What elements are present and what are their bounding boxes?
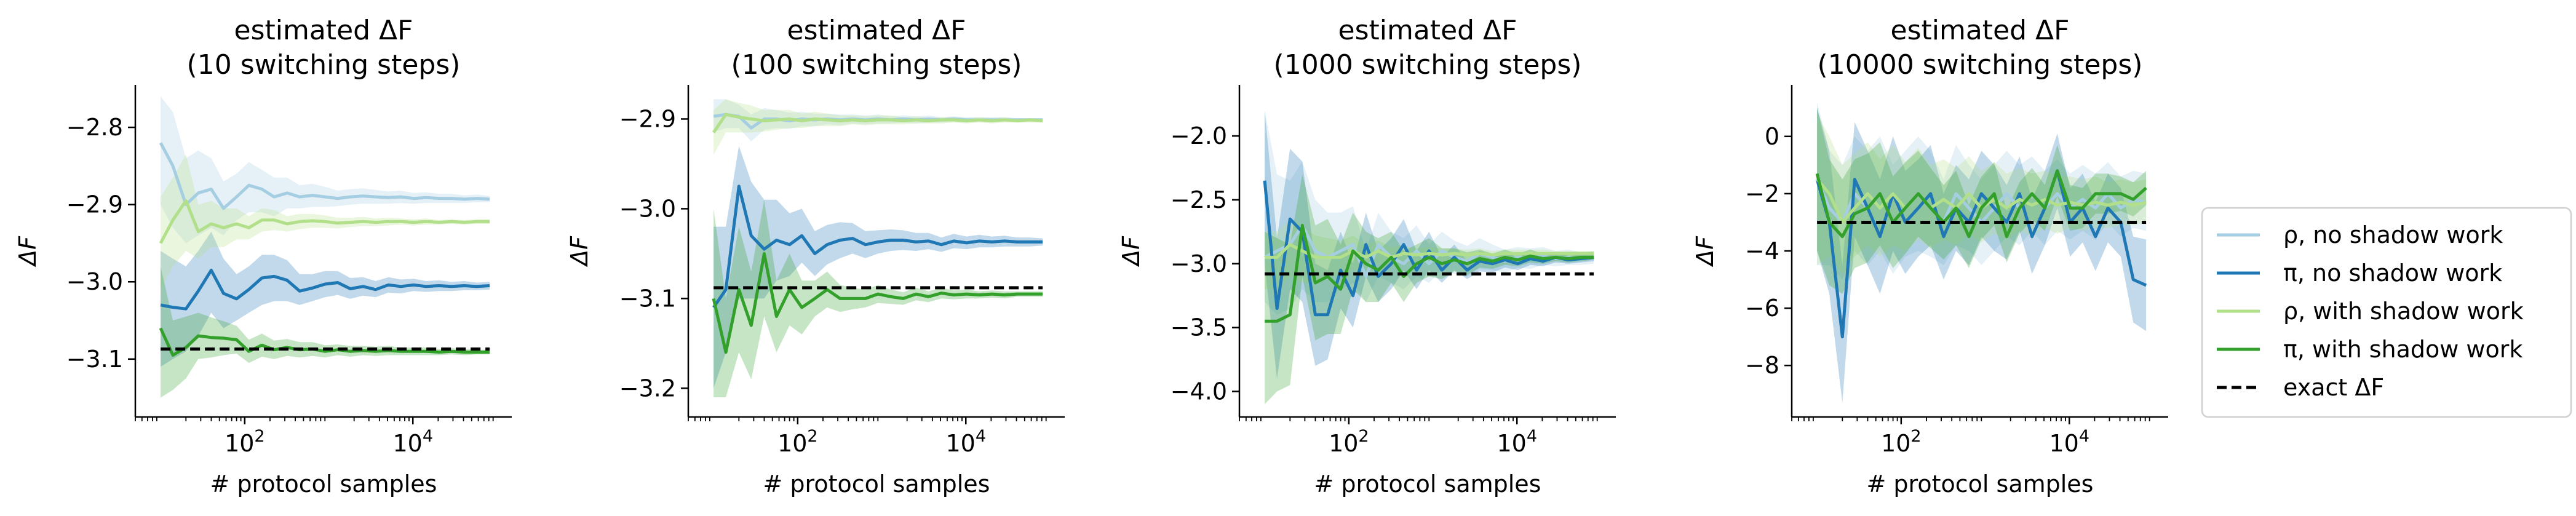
x-tick-label: 104 [945, 427, 986, 457]
legend-label: ρ, no shadow work [2283, 221, 2503, 248]
x-tick-label: 104 [2049, 427, 2089, 457]
y-tick-label: 0 [1765, 123, 1779, 150]
subplot-subtitle: (1000 switching steps) [1274, 49, 1582, 81]
x-axis: 102 104 [1791, 416, 2168, 457]
y-axis-label: ΔF [566, 236, 593, 268]
x-tick-label: 104 [1497, 427, 1537, 457]
confidence-band [1265, 110, 1594, 315]
subplot-1: estimated ΔF (10 switching steps) −3.1−3… [14, 15, 512, 498]
x-axis: 102 104 [688, 416, 1065, 457]
x-tick-label: 102 [777, 427, 818, 457]
y-tick-label: −4.0 [1171, 378, 1227, 405]
confidence-band [714, 199, 1043, 397]
y-axis-label: ΔF [1691, 236, 1719, 268]
subplot-2: estimated ΔF (100 switching steps) −3.2−… [566, 15, 1065, 498]
series-line [159, 327, 490, 357]
plot-area [159, 96, 490, 398]
confidence-band [714, 99, 1043, 155]
series-line [160, 268, 490, 311]
legend: ρ, no shadow work π, no shadow work ρ, w… [2201, 207, 2572, 418]
y-axis: −3.1 −3.0 −2.9 −2.8 [66, 85, 137, 417]
legend-item: π, no shadow work [2217, 260, 2502, 287]
y-tick-label: −3.5 [1171, 314, 1227, 341]
y-tick-label: −2.9 [619, 105, 676, 132]
x-tick-label: 102 [1329, 427, 1369, 457]
legend-item: ρ, with shadow work [2217, 298, 2524, 325]
series-line [159, 199, 490, 244]
legend-item: exact ΔF [2217, 374, 2384, 401]
x-axis-label: # protocol samples [763, 470, 990, 498]
series-line [712, 113, 1043, 133]
x-axis-label: # protocol samples [1867, 470, 2094, 498]
confidence-band [161, 96, 490, 244]
subplot-title: estimated ΔF [787, 15, 966, 46]
series-line [1815, 169, 2147, 239]
subplot-title: estimated ΔF [1891, 15, 2070, 46]
series-line [1263, 180, 1594, 317]
subplot-subtitle: (100 switching steps) [731, 49, 1022, 81]
subplot-subtitle: (10000 switching steps) [1818, 49, 2143, 81]
y-axis: −8 −6 −4 −2 0 [1745, 85, 1793, 417]
subplot-4: estimated ΔF (10000 switching steps) −8−… [1691, 15, 2168, 498]
plot-area [1263, 110, 1594, 405]
plot-area [1815, 101, 2147, 403]
y-tick-label: −3.2 [619, 375, 676, 402]
confidence-band [1265, 174, 1594, 405]
y-tick-label: −3.0 [619, 195, 676, 222]
legend-label: π, with shadow work [2283, 336, 2522, 363]
series-line [712, 185, 1043, 309]
y-tick-label: −2.9 [66, 191, 123, 218]
x-tick-label: 102 [225, 427, 265, 457]
series-line [712, 252, 1043, 354]
legend-item: π, with shadow work [2217, 336, 2522, 363]
confidence-band [1817, 101, 2147, 280]
subplot-3: estimated ΔF (1000 switching steps) −4.0… [1118, 15, 1616, 498]
y-tick-label: −3.1 [619, 285, 676, 312]
legend-label: π, no shadow work [2283, 260, 2502, 287]
x-axis-label: # protocol samples [1314, 470, 1541, 498]
series-line [1265, 224, 1594, 323]
confidence-band [714, 146, 1043, 389]
series-line [1265, 243, 1594, 259]
x-axis-label: # protocol samples [210, 470, 437, 498]
confidence-band [1817, 108, 2147, 294]
legend-label: exact ΔF [2283, 374, 2384, 401]
plot-area [712, 99, 1043, 397]
legend-frame [2201, 207, 2572, 418]
y-tick-label: −2.5 [1171, 186, 1227, 213]
subplot-subtitle: (10 switching steps) [187, 49, 461, 81]
legend-label: ρ, with shadow work [2283, 298, 2524, 325]
confidence-band [1265, 110, 1594, 379]
y-tick-label: −3.0 [1171, 250, 1227, 277]
y-tick-label: −4 [1745, 237, 1779, 264]
y-tick-label: −6 [1745, 295, 1779, 322]
y-axis: −4.0 −3.5 −3.0 −2.5 −2.0 [1171, 85, 1241, 417]
subplot-title: estimated ΔF [234, 15, 413, 46]
y-tick-label: −3.0 [66, 268, 123, 295]
y-tick-label: −2 [1745, 180, 1779, 207]
confidence-band [1817, 108, 2147, 403]
y-tick-label: −2.8 [66, 114, 123, 141]
series-line [159, 142, 490, 210]
y-axis-label: ΔF [1118, 236, 1145, 268]
y-tick-label: −2.0 [1171, 122, 1227, 149]
y-tick-label: −8 [1745, 352, 1779, 379]
series-line [1815, 169, 2147, 339]
x-tick-label: 104 [392, 427, 433, 457]
x-axis: 102 104 [1239, 416, 1616, 457]
y-axis: −3.2 −3.1 −3.0 −2.9 [619, 85, 690, 417]
confidence-band [161, 266, 490, 398]
x-axis: 102 104 [135, 416, 512, 457]
subplot-title: estimated ΔF [1338, 15, 1517, 46]
confidence-band [161, 231, 490, 367]
y-tick-label: −3.1 [66, 346, 123, 373]
legend-item: ρ, no shadow work [2217, 221, 2503, 248]
y-axis-label: ΔF [14, 236, 41, 268]
x-tick-label: 102 [1881, 427, 1922, 457]
